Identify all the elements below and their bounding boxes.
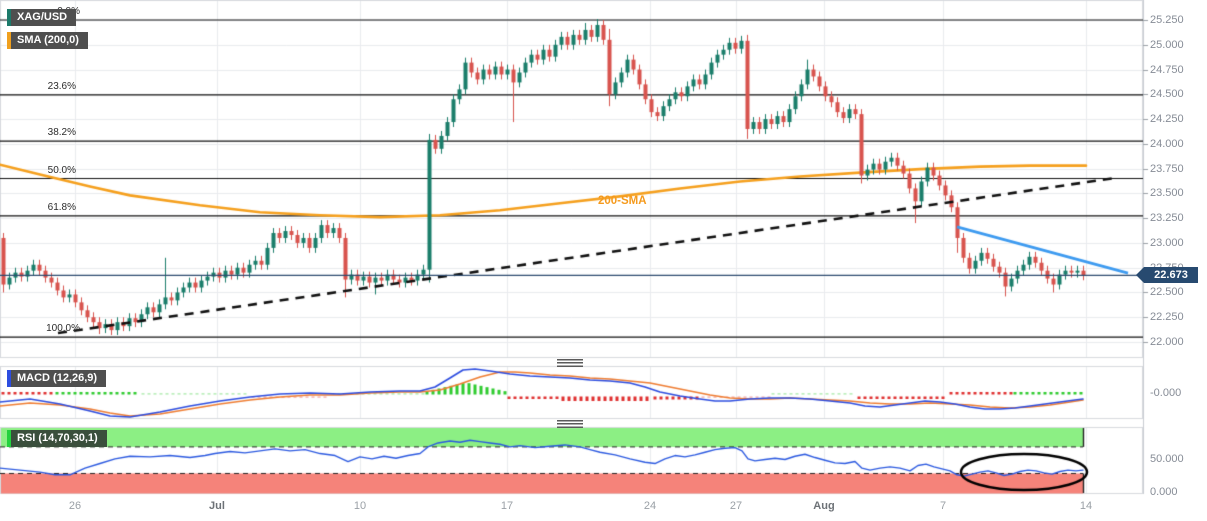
price-axis-label: 24.250 xyxy=(1150,113,1184,126)
price-axis-label: 23.250 xyxy=(1150,212,1184,225)
sma-indicator-badge[interactable]: SMA (200,0) xyxy=(7,32,88,49)
fib-label: 38.2% xyxy=(47,127,76,139)
sma-indicator-label: SMA (200,0) xyxy=(17,34,79,46)
price-axis-label: 23.000 xyxy=(1150,236,1184,249)
sma-annotation-text: 200-SMA xyxy=(598,195,647,207)
fib-label: 100.0% xyxy=(46,323,80,335)
x-axis-label: 26 xyxy=(68,500,82,512)
x-axis-label: 10 xyxy=(353,500,367,512)
fib-label: 50.0% xyxy=(47,164,76,176)
current-price-badge: 22.673 xyxy=(1136,267,1198,284)
rsi-axis-50: 50.000 xyxy=(1150,453,1184,465)
fib-label: 61.8% xyxy=(47,201,76,213)
x-axis-label: 17 xyxy=(500,500,514,512)
price-axis-label: 25.000 xyxy=(1150,38,1184,51)
price-axis-label: 22.250 xyxy=(1150,311,1184,324)
macd-axis-value: -0.000 xyxy=(1150,387,1182,399)
rsi-indicator-badge[interactable]: RSI (14,70,30,1) xyxy=(7,430,107,447)
macd-panel-resize-handle[interactable] xyxy=(557,359,583,367)
price-axis-label: 24.000 xyxy=(1150,137,1184,150)
price-axis-label: 22.000 xyxy=(1150,336,1184,348)
x-axis-label: 14 xyxy=(1079,500,1093,512)
rsi-panel-resize-handle[interactable] xyxy=(557,420,583,428)
x-axis-label: 27 xyxy=(729,500,743,512)
macd-indicator-badge[interactable]: MACD (12,26,9) xyxy=(7,370,107,387)
x-axis-label: Aug xyxy=(813,500,835,512)
instrument-badge[interactable]: XAG/USD xyxy=(7,9,77,26)
price-axis-label: 23.750 xyxy=(1150,162,1184,175)
price-axis-label: 24.750 xyxy=(1150,63,1184,76)
fib-label: 23.6% xyxy=(47,80,76,92)
x-axis-label: Jul xyxy=(209,500,225,512)
price-axis-label: 24.500 xyxy=(1150,88,1184,101)
x-axis-label: 7 xyxy=(939,500,947,512)
rsi-axis-0: 0.000 xyxy=(1150,486,1178,498)
price-axis-label: 23.500 xyxy=(1150,187,1184,200)
x-axis-label: 24 xyxy=(643,500,657,512)
price-axis-label: 25.250 xyxy=(1150,14,1184,26)
macd-indicator-label: MACD (12,26,9) xyxy=(17,372,98,384)
price-axis-label: 22.500 xyxy=(1150,286,1184,299)
instrument-label: XAG/USD xyxy=(17,11,68,23)
rsi-indicator-label: RSI (14,70,30,1) xyxy=(17,432,98,444)
